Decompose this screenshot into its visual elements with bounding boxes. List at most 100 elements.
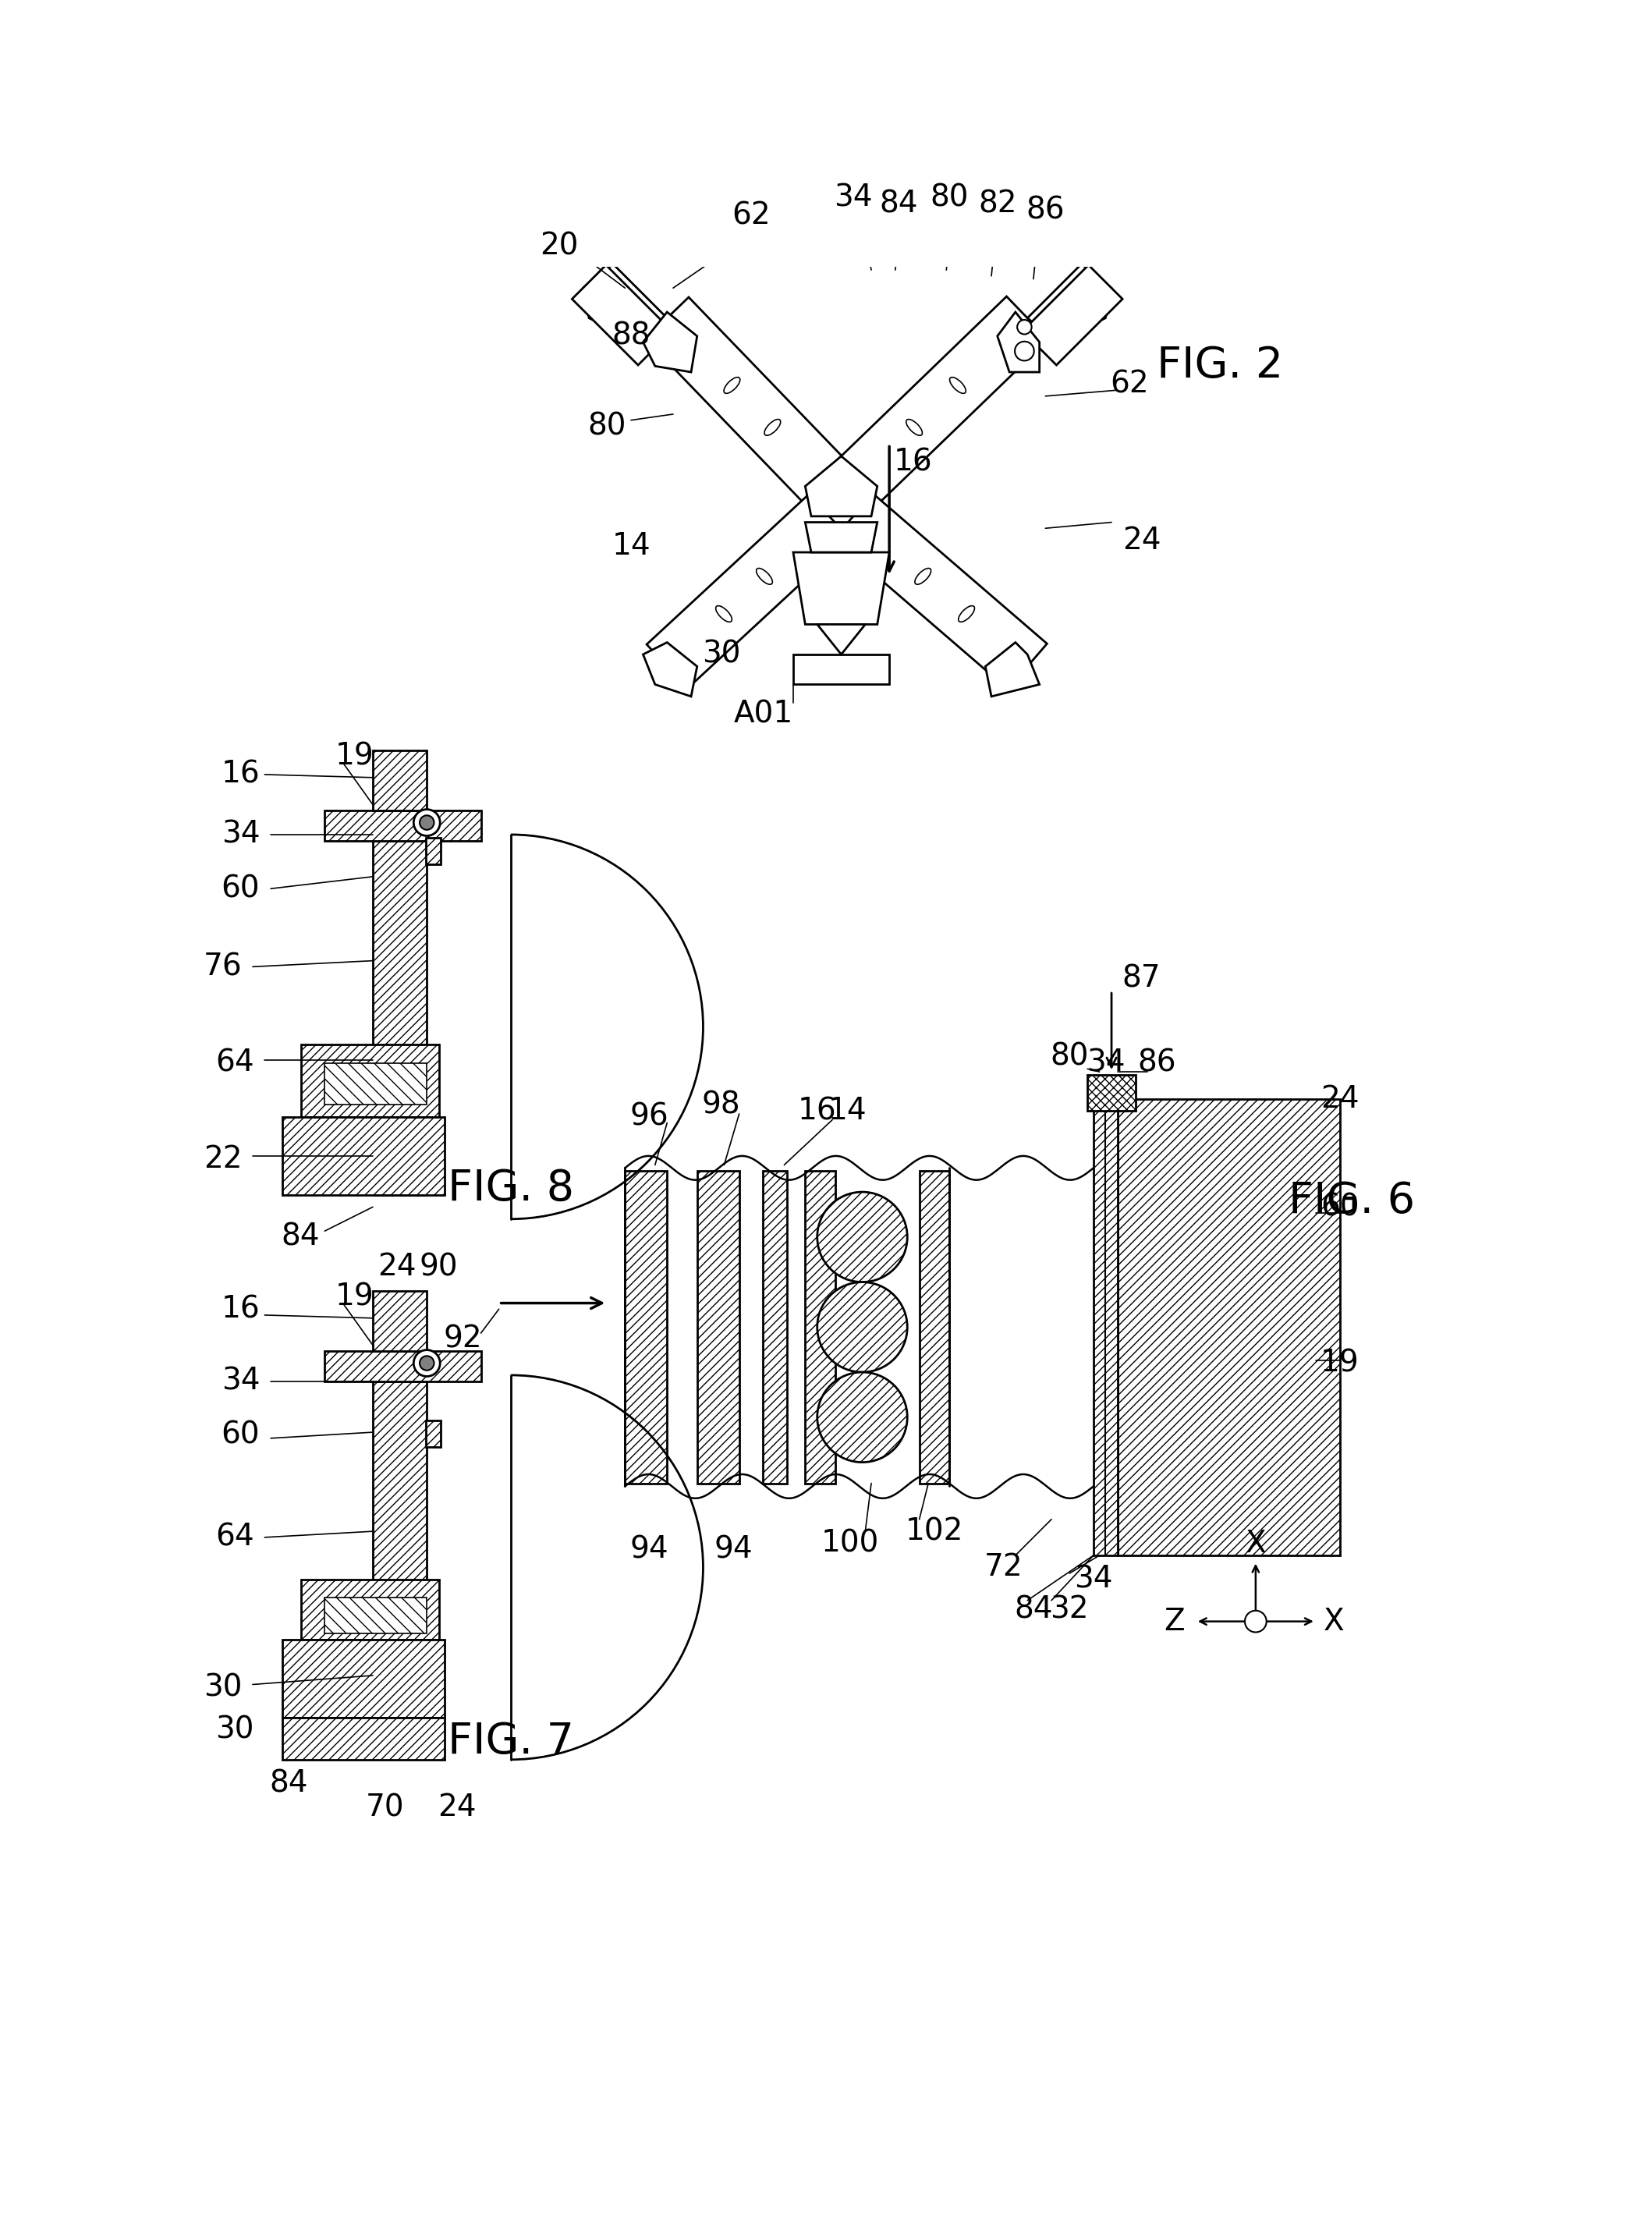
Text: 82: 82 [978,189,1016,220]
Bar [282,1117,444,1194]
Circle shape [420,815,434,830]
Text: 80: 80 [930,182,968,213]
Bar [624,1170,667,1483]
Text: 86: 86 [1026,195,1066,224]
Ellipse shape [958,606,975,622]
Bar [426,837,441,864]
Circle shape [413,810,439,835]
Polygon shape [998,313,1039,373]
Bar [426,1421,441,1447]
Text: 19: 19 [335,741,373,770]
Polygon shape [805,522,877,553]
Bar [282,1638,444,1718]
Ellipse shape [765,420,780,435]
Text: 30: 30 [702,639,740,668]
Bar [301,1046,439,1117]
Text: 76: 76 [203,952,243,981]
Ellipse shape [950,377,966,393]
Polygon shape [583,264,667,342]
Bar [282,1718,444,1760]
Text: 72: 72 [985,1552,1023,1583]
Ellipse shape [907,420,922,435]
Polygon shape [834,493,1047,688]
Circle shape [1018,320,1031,335]
Text: 102: 102 [905,1516,963,1545]
Text: FIG. 8: FIG. 8 [448,1168,575,1210]
Text: 80: 80 [1051,1041,1089,1072]
Bar [373,841,426,1194]
Circle shape [420,1356,434,1370]
Polygon shape [646,495,849,688]
Text: 60: 60 [221,875,259,904]
Polygon shape [1028,264,1112,342]
Text: X: X [1246,1530,1265,1558]
Text: 20: 20 [540,231,578,260]
Text: FIG. 2: FIG. 2 [1156,344,1284,386]
Bar [1117,1099,1340,1556]
Ellipse shape [757,568,773,584]
Polygon shape [833,297,1049,508]
Text: 90: 90 [420,1252,458,1281]
Circle shape [413,1350,439,1376]
Text: 14: 14 [611,531,651,562]
Text: 84: 84 [281,1223,320,1252]
Polygon shape [818,624,866,655]
Polygon shape [793,553,889,624]
Text: 84: 84 [1014,1594,1052,1625]
Text: 32: 32 [1051,1594,1089,1625]
Text: 84: 84 [269,1769,307,1798]
Bar [325,1063,426,1106]
Polygon shape [572,264,672,364]
Text: A01: A01 [733,699,793,730]
Text: 24: 24 [1122,526,1161,555]
Text: 62: 62 [732,202,770,231]
Bar [325,1598,426,1634]
Text: 64: 64 [215,1048,254,1077]
Text: 34: 34 [221,1365,259,1396]
Text: 98: 98 [702,1090,740,1119]
Circle shape [818,1192,907,1283]
Text: 94: 94 [714,1534,753,1565]
Bar [763,1170,788,1483]
Text: 60: 60 [1320,1192,1360,1221]
Text: 34: 34 [834,182,872,213]
Text: 14: 14 [828,1097,867,1126]
Bar [793,655,889,684]
Text: 34: 34 [221,819,259,850]
Text: 22: 22 [203,1143,241,1174]
Text: 24: 24 [378,1252,416,1281]
Text: 24: 24 [438,1794,476,1823]
Text: 62: 62 [1110,369,1148,400]
Text: 34: 34 [1087,1048,1125,1077]
Bar [325,810,481,841]
Bar [301,1578,439,1638]
Text: 30: 30 [203,1672,241,1703]
Bar [697,1170,738,1483]
Bar [373,1292,426,1352]
Bar [325,1352,481,1381]
Text: 70: 70 [365,1794,405,1823]
Bar [373,750,426,810]
Bar [919,1170,950,1483]
Text: 19: 19 [1320,1348,1360,1379]
Wedge shape [510,835,704,1219]
Text: 16: 16 [221,1294,259,1323]
Circle shape [818,1372,907,1463]
Text: 88: 88 [611,322,651,351]
Text: 16: 16 [894,448,933,477]
Circle shape [818,1283,907,1372]
Text: 19: 19 [335,1283,373,1312]
Polygon shape [1023,264,1122,364]
Ellipse shape [724,377,740,393]
Text: 60: 60 [221,1421,259,1450]
Bar [805,1170,836,1483]
Polygon shape [646,297,851,506]
Bar [373,1381,426,1736]
Text: 16: 16 [221,759,259,790]
Text: 16: 16 [798,1097,836,1126]
Bar [1094,1099,1117,1556]
Text: 64: 64 [215,1523,254,1552]
Text: X: X [1323,1607,1345,1636]
Text: FIG. 6: FIG. 6 [1289,1179,1416,1221]
Polygon shape [985,642,1039,697]
